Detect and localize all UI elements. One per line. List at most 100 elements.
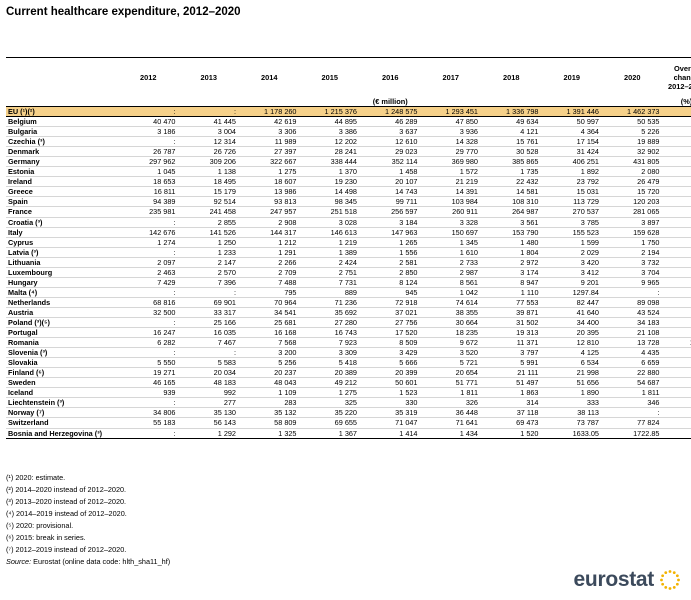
value-cell: :: [173, 348, 176, 358]
value-cell: 1 275: [278, 167, 297, 177]
value-cell: 8 509: [399, 338, 418, 348]
change-cell: 11.9: [663, 227, 691, 237]
value-cell: 1 556: [399, 247, 418, 257]
value-cell: 1 811: [641, 388, 660, 398]
country-cell: Ireland: [8, 177, 32, 187]
value-cell: 1 336 798: [506, 107, 539, 117]
table-header: 2012 2013 2014 2015 2016 2017 2018 2019 …: [6, 57, 691, 107]
value-cell: 889: [344, 287, 357, 297]
value-cell: 21 998: [576, 368, 599, 378]
value-cell: 1 389: [338, 247, 357, 257]
change-cell: 33.9: [663, 307, 691, 317]
country-cell: Austria: [8, 307, 34, 317]
value-cell: 3 186: [157, 127, 176, 137]
value-cell: 16 035: [213, 328, 236, 338]
value-cell: 264 987: [512, 207, 539, 217]
value-cell: 34 541: [274, 307, 297, 317]
value-cell: 1 292: [217, 428, 236, 438]
eu-aggregate-row: EU (¹)(²):: 1 178 260 1 215 376 1 248 575 1 …: [6, 106, 691, 117]
value-cell: 50 535: [637, 117, 660, 127]
eurostat-logo: eurostat: [574, 568, 683, 592]
value-cell: 15 179: [213, 187, 236, 197]
value-cell: 1 572: [459, 167, 478, 177]
value-cell: 15 720: [637, 187, 660, 197]
value-cell: 6 534: [580, 358, 599, 368]
value-cell: 69 473: [516, 418, 539, 428]
value-cell: 5 256: [278, 358, 297, 368]
value-cell: :: [173, 247, 176, 257]
value-cell: 1 219: [338, 237, 357, 247]
value-cell: 108 310: [512, 197, 539, 207]
value-cell: 3 028: [338, 217, 357, 227]
value-cell: 281 065: [633, 207, 660, 217]
year-header: 2015: [321, 73, 338, 82]
value-cell: 270 537: [572, 207, 599, 217]
value-cell: 1 110: [520, 287, 539, 297]
value-cell: 48 043: [274, 378, 297, 388]
change-cell: 77.9: [663, 247, 691, 257]
value-cell: 1 215 376: [324, 107, 357, 117]
value-cell: 1 275: [338, 388, 357, 398]
value-cell: 43 524: [637, 307, 660, 317]
value-cell: 46 165: [153, 378, 176, 388]
value-cell: 14 391: [455, 187, 478, 197]
value-cell: 2 570: [217, 267, 236, 277]
value-cell: 346: [647, 398, 660, 408]
value-cell: 21 219: [455, 177, 478, 187]
table-row: Lithuania 2 097 2 147 2 266 2 424 2 581 2 733 2…: [6, 257, 691, 268]
value-cell: 16 168: [274, 328, 297, 338]
country-cell: EU (¹)(²): [8, 107, 35, 117]
year-header-row: 2012 2013 2014 2015 2016 2017 2018 2019 …: [6, 57, 691, 98]
value-cell: :: [173, 107, 176, 117]
value-cell: 16 811: [153, 187, 176, 197]
country-header-cell: [6, 58, 118, 98]
table-row: Cyprus 1 274 1 250 1 212 1 219 1 265 1 345 1 48…: [6, 237, 691, 248]
value-cell: 12 314: [213, 137, 236, 147]
value-cell: 41 640: [576, 307, 599, 317]
value-cell: 1 325: [278, 428, 297, 438]
value-cell: 20 654: [455, 368, 478, 378]
value-cell: 72 918: [395, 297, 418, 307]
change-cell: 24.1: [663, 107, 691, 117]
value-cell: 322 667: [270, 157, 297, 167]
country-cell: Denmark: [8, 147, 40, 157]
country-unit-cell: [6, 97, 118, 107]
table-row: Bosnia and Herzegovina (³): 1 292 1 325 1 3…: [6, 428, 691, 439]
value-cell: 431 805: [633, 157, 660, 167]
value-cell: 51 497: [516, 378, 539, 388]
eu-star: [668, 570, 672, 573]
change-cell: 19.1: [663, 207, 691, 217]
value-cell: 103 984: [451, 197, 478, 207]
value-cell: 42 619: [274, 117, 297, 127]
value-cell: 68 816: [153, 297, 176, 307]
country-cell: Netherlands: [8, 297, 51, 307]
page-title: Current healthcare expenditure, 2012–202…: [6, 6, 241, 18]
value-cell: 1 178 260: [264, 107, 297, 117]
value-cell: 2 097: [157, 257, 176, 267]
change-header-line: Overall: [673, 64, 691, 73]
value-cell: 19 889: [637, 137, 660, 147]
value-cell: 25 166: [213, 318, 236, 327]
table-row: Poland (³)(⁵): 25 166 25 681 27 280 27 756 30…: [6, 317, 691, 328]
value-cell: 69 655: [334, 418, 357, 428]
value-cell: 235 981: [149, 207, 176, 217]
value-cell: 56 143: [213, 418, 236, 428]
change-unit-label: (%): [680, 97, 691, 106]
value-cell: 82 447: [576, 297, 599, 307]
footnote: (²) 2014–2020 instead of 2012–2020.: [6, 485, 127, 494]
value-cell: 141 526: [209, 227, 236, 237]
value-cell: 30 528: [516, 147, 539, 157]
value-cell: 19 230: [334, 177, 357, 187]
value-cell: 2 581: [399, 257, 418, 267]
value-cell: 31 424: [576, 147, 599, 157]
table-row: Netherlands 68 816 69 901 70 964 71 236 72 91…: [6, 297, 691, 308]
year-header: 2019: [563, 73, 580, 82]
change-cell: 44.9: [663, 157, 691, 167]
table-row: Belgium 40 470 41 445 42 619 44 895 46 289 47 …: [6, 117, 691, 127]
eu-star: [660, 578, 663, 582]
value-cell: 251 518: [330, 207, 357, 217]
value-cell: 21 108: [637, 328, 660, 338]
value-cell: 58 809: [274, 418, 297, 428]
value-cell: 9 201: [580, 277, 599, 287]
